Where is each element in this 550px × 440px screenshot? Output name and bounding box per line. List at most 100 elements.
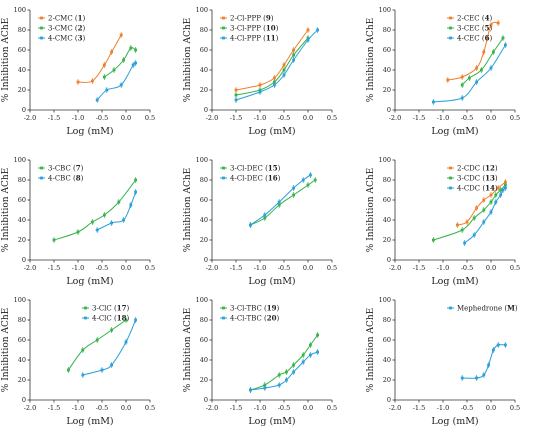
x-tick-label: -1.5 [230, 114, 243, 122]
y-tick-label: 0 [387, 106, 391, 114]
x-tick-label: -2.0 [206, 264, 219, 272]
data-point [482, 220, 486, 224]
data-point [263, 213, 267, 217]
legend-label: 4-CBC (8) [48, 174, 84, 183]
y-tick-label: 80 [383, 316, 391, 324]
data-point [122, 58, 125, 62]
y-tick-label: 40 [383, 66, 391, 74]
data-point [134, 190, 137, 194]
legend-series-id: 20 [267, 314, 277, 323]
y-axis-label: % Inhibition AChE [1, 308, 11, 392]
legend-paren: ) [495, 185, 498, 193]
data-point [504, 43, 507, 47]
data-point [487, 363, 490, 367]
x-tick-label: 0.5 [510, 114, 520, 122]
data-point [504, 186, 507, 190]
legend-series-id: 16 [268, 174, 278, 183]
data-point [95, 98, 99, 102]
x-tick-label: -0.5 [96, 114, 109, 122]
data-point [292, 370, 295, 374]
chart-panel-9: 0 20 40 60 80 100 -2.0 -1.5 -1.0 -0.5 0.0 0.5 Log (m… [366, 296, 520, 427]
x-tick-label: 0.5 [327, 404, 337, 412]
data-point [91, 220, 94, 224]
x-tick-label: 0.0 [486, 264, 496, 272]
data-point [52, 238, 56, 242]
data-point [282, 63, 286, 67]
data-point [258, 90, 262, 94]
data-point [460, 83, 464, 87]
y-tick-label: 20 [200, 236, 208, 244]
legend-paren: ) [126, 315, 129, 323]
legend-label: 2-CEC (4) [457, 14, 492, 23]
y-tick-label: 100 [379, 156, 391, 164]
y-tick-label: 80 [200, 26, 208, 34]
legend-series-id: 7 [76, 164, 81, 173]
data-point [489, 66, 493, 70]
y-tick-label: 20 [18, 86, 26, 94]
series-curve [433, 184, 506, 241]
y-tick-label: 60 [200, 46, 208, 54]
y-tick-label: 100 [14, 6, 26, 14]
legend-series-id: 4 [485, 14, 490, 23]
data-point [249, 388, 252, 392]
series-curve [67, 319, 127, 371]
series-curve [250, 351, 318, 391]
data-point [460, 75, 464, 79]
y-axis-label: % Inhibition AChE [366, 168, 376, 252]
data-point [292, 53, 295, 57]
y-tick-label: 80 [200, 176, 208, 184]
data-point [110, 328, 113, 332]
x-tick-label: -1.5 [48, 404, 61, 412]
y-tick-label: 60 [383, 46, 391, 54]
y-tick-label: 0 [204, 106, 208, 114]
y-tick-label: 100 [379, 296, 391, 304]
x-tick-label: -2.0 [389, 404, 402, 412]
y-tick-label: 40 [18, 356, 26, 364]
y-tick-label: 80 [18, 26, 26, 34]
x-tick-label: -0.5 [461, 114, 474, 122]
legend-paren: ) [83, 25, 86, 33]
x-tick-label: -1.5 [413, 404, 426, 412]
legend-series-id: 13 [485, 174, 495, 183]
y-tick-label: 100 [196, 296, 208, 304]
data-point [285, 378, 288, 382]
data-point [460, 376, 464, 380]
data-point [134, 318, 137, 322]
data-point [432, 100, 435, 104]
data-point [110, 363, 113, 367]
legend-marker [449, 186, 452, 190]
legend-series-name: 2-CMC ( [48, 15, 78, 23]
legend-label: 4-CMC (3) [48, 34, 86, 43]
data-point [292, 58, 295, 62]
x-axis-label: Log (mM) [66, 276, 113, 287]
data-point [475, 66, 478, 70]
legend-marker [449, 166, 452, 170]
chart-panel-6: 0 20 40 60 80 100 -2.0 -1.5 -1.0 -0.5 0.0 0.5 Log (m… [366, 156, 520, 287]
legend-label: 3-CMC (2) [48, 24, 86, 33]
data-point [134, 178, 137, 182]
data-point [489, 200, 493, 204]
y-tick-label: 40 [200, 356, 208, 364]
y-axis-label: % Inhibition AChE [183, 168, 193, 252]
data-point [316, 350, 319, 354]
legend-series-name: 4-Cl-TBC ( [230, 315, 267, 323]
y-tick-label: 20 [18, 376, 26, 384]
x-tick-label: 0.0 [121, 404, 131, 412]
data-point [234, 98, 238, 102]
legend-label: 4-CEC (6) [457, 34, 492, 43]
y-tick-label: 0 [387, 256, 391, 264]
legend-series-name: 4-Cl-DEC ( [230, 175, 268, 183]
x-tick-label: -1.0 [437, 114, 450, 122]
y-tick-label: 0 [387, 396, 391, 404]
legend-label: 4-CDC (14) [457, 184, 498, 193]
data-point [460, 96, 464, 100]
legend-series-name: 4-CEC ( [457, 35, 485, 43]
data-point [95, 338, 99, 342]
data-point [292, 48, 295, 52]
x-tick-label: 0.0 [486, 114, 496, 122]
chart-panel-1: 0 20 40 60 80 100 -2.0 -1.5 -1.0 -0.5 0.0 0.5 Log (m… [1, 6, 155, 137]
y-tick-label: 40 [383, 356, 391, 364]
data-point [465, 220, 469, 224]
legend-label: 3-CEC (5) [457, 24, 492, 33]
legend-series-name: 4-CMC ( [48, 35, 78, 43]
